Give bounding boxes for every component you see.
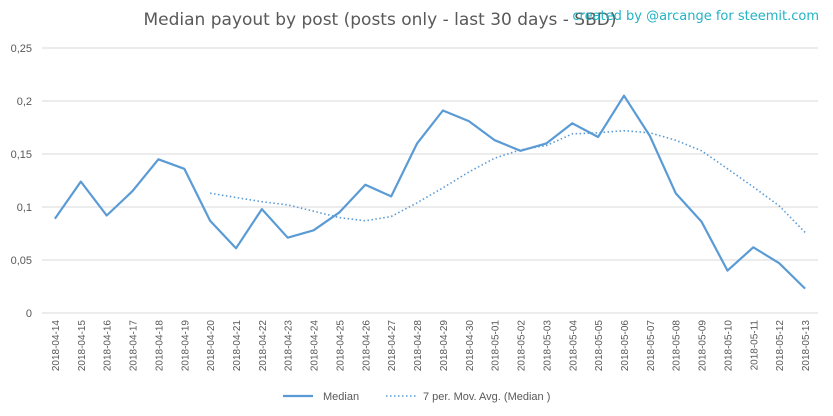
credit-text: created by @arcange for steemit.com	[572, 9, 819, 24]
x-tick-label: 2018-05-13	[801, 320, 812, 372]
y-tick-label: 0,15	[11, 149, 32, 161]
median-line	[53, 94, 806, 290]
y-tick-label: 0	[26, 308, 32, 320]
x-tick-label: 2018-05-04	[568, 320, 579, 372]
x-tick-label: 2018-04-25	[335, 320, 346, 372]
x-tick-label: 2018-05-12	[775, 320, 786, 372]
y-tick-label: 0,1	[17, 202, 32, 214]
x-tick-label: 2018-05-01	[491, 320, 502, 372]
x-tick-label: 2018-04-23	[284, 320, 295, 372]
x-tick-label: 2018-05-03	[542, 320, 553, 372]
x-tick-label: 2018-04-14	[51, 320, 62, 372]
x-tick-label: 2018-04-29	[439, 320, 450, 372]
chart-title: Median payout by post (posts only - last…	[143, 10, 617, 30]
x-tick-label: 2018-04-22	[258, 320, 269, 372]
x-tick-label: 2018-04-17	[129, 320, 140, 372]
x-tick-label: 2018-05-09	[698, 320, 709, 372]
x-tick-label: 2018-05-10	[723, 320, 734, 372]
legend-label: Median	[323, 391, 359, 403]
x-tick-label: 2018-04-24	[310, 320, 321, 372]
x-tick-label: 2018-04-19	[180, 320, 191, 372]
x-tick-label: 2018-04-21	[232, 320, 243, 372]
x-tick-label: 2018-04-27	[387, 320, 398, 372]
y-tick-label: 0,25	[11, 43, 32, 55]
y-tick-label: 0,2	[17, 96, 32, 108]
y-tick-label: 0,05	[11, 255, 32, 267]
x-tick-label: 2018-04-16	[103, 320, 114, 372]
moving-average-line	[209, 129, 806, 233]
x-tick-label: 2018-04-30	[465, 320, 476, 372]
x-tick-label: 2018-05-05	[594, 320, 605, 372]
x-tick-label: 2018-04-15	[77, 320, 88, 372]
x-tick-label: 2018-04-26	[361, 320, 372, 372]
x-tick-label: 2018-04-18	[154, 320, 165, 372]
x-tick-label: 2018-04-28	[413, 320, 424, 372]
x-tick-label: 2018-05-06	[620, 320, 631, 372]
legend-label: 7 per. Mov. Avg. (Median )	[423, 391, 550, 403]
x-tick-label: 2018-05-02	[517, 320, 528, 372]
x-tick-label: 2018-05-08	[672, 320, 683, 372]
x-tick-label: 2018-05-11	[749, 320, 760, 371]
x-tick-label: 2018-05-07	[646, 320, 657, 372]
x-tick-label: 2018-04-20	[206, 320, 217, 372]
